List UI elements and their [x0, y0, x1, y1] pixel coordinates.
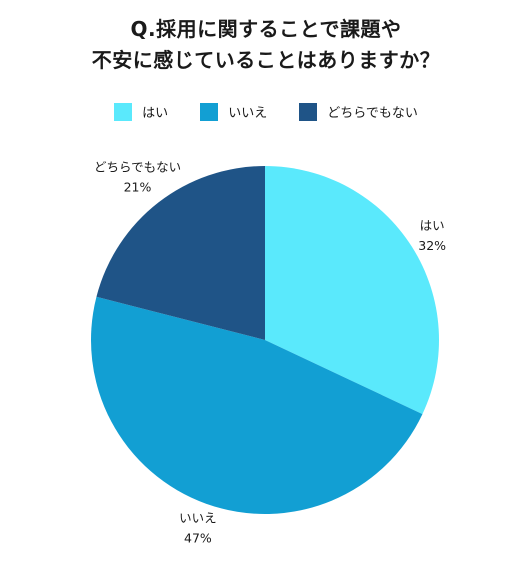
pie-slice-neither	[96, 166, 266, 340]
legend-label-yes: はい	[142, 106, 169, 121]
legend-item-yes: はい	[114, 102, 168, 121]
slice-label-yes: はい	[420, 218, 445, 233]
legend-item-no: いいえ	[200, 102, 267, 121]
slice-value-neither: 21%	[124, 180, 152, 195]
chart-legend: はい いいえ どちらでもない	[0, 102, 532, 121]
slice-value-yes: 32%	[418, 238, 446, 253]
legend-swatch-neither	[299, 102, 318, 121]
slice-label-neither: どちらでもない	[94, 160, 181, 175]
chart-title-line-1: Q.採用に関することで課題や	[130, 17, 402, 41]
chart-title-line-2: 不安に感じていることはありますか？	[91, 48, 441, 72]
legend-swatch-no	[200, 102, 219, 121]
legend-item-neither: どちらでもない	[299, 102, 418, 121]
pie-slice-yes	[265, 166, 440, 415]
legend-label-neither: どちらでもない	[327, 106, 418, 121]
slice-value-no: 47%	[184, 530, 212, 545]
pie-slice-no	[90, 296, 423, 515]
legend-swatch-yes	[114, 102, 133, 121]
legend-label-no: いいえ	[228, 106, 268, 121]
slice-label-no: いいえ	[179, 510, 217, 525]
chart-title: Q.採用に関することで課題や 不安に感じていることはありますか？	[0, 14, 532, 76]
